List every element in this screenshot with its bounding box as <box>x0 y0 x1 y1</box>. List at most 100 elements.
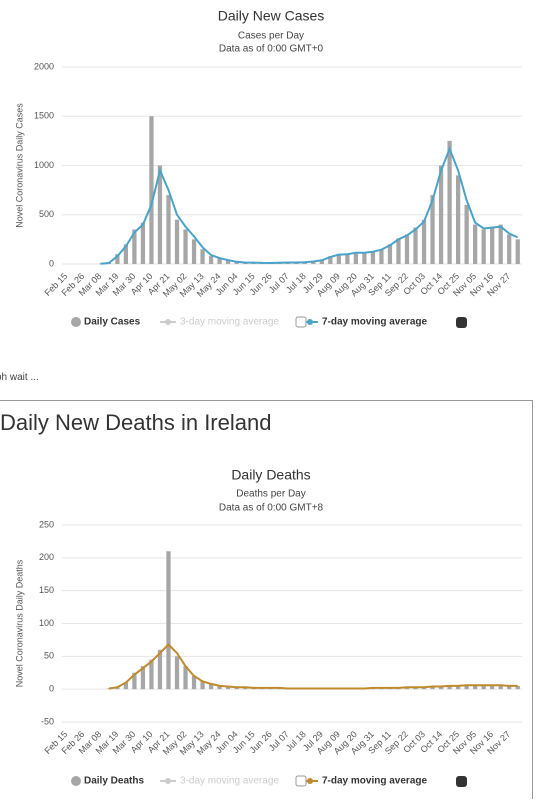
chart: Daily Deaths Deaths per Day Data as of 0:0… <box>14 467 522 787</box>
bar <box>455 175 461 264</box>
y-tick-label: 500 <box>39 209 54 219</box>
legend-label: 3-day moving average <box>180 317 279 328</box>
bar <box>455 685 461 690</box>
bar <box>132 672 137 690</box>
y-tick-label: 0 <box>49 684 54 694</box>
bar <box>166 551 171 690</box>
bar <box>149 116 154 264</box>
bar <box>379 249 384 264</box>
chart-title: Daily New Cases <box>218 8 325 24</box>
bar <box>507 685 512 690</box>
chart: Daily New Cases Cases per Day Data as of 0… <box>14 8 522 328</box>
y-tick-label: 200 <box>39 552 54 562</box>
bar <box>362 253 367 264</box>
legend-label: Daily Deaths <box>84 776 144 787</box>
bar <box>123 244 129 264</box>
checkbox <box>295 775 307 787</box>
bar <box>319 260 324 264</box>
legend-marker <box>307 319 313 325</box>
bar <box>200 681 205 690</box>
bar <box>225 260 231 264</box>
bar <box>430 686 435 690</box>
bar <box>166 195 171 264</box>
bar <box>490 226 495 264</box>
legend-marker <box>71 317 81 327</box>
bar <box>140 666 146 690</box>
legend-label: 7-day moving average <box>322 776 427 787</box>
bar <box>225 686 231 690</box>
bar <box>123 682 129 690</box>
bar <box>311 261 316 264</box>
bar <box>447 685 452 690</box>
chart-title: Daily Deaths <box>231 467 310 483</box>
bar <box>498 684 503 690</box>
bar <box>183 666 188 690</box>
y-tick-label: -50 <box>41 716 54 726</box>
legend-label: 7-day moving average <box>322 317 427 328</box>
moving-average-line <box>100 146 519 265</box>
y-tick-label: 1500 <box>34 111 54 121</box>
bar <box>191 676 197 690</box>
y-tick-label: 0 <box>49 258 54 268</box>
legend-marker <box>165 778 171 784</box>
bar <box>149 659 154 690</box>
bar <box>481 685 486 690</box>
bar <box>515 685 520 690</box>
bar <box>174 219 180 264</box>
bar <box>421 219 427 264</box>
bar <box>115 254 120 264</box>
bar <box>447 140 452 264</box>
y-axis-label: Novel Coronavirus Daily Deaths <box>14 559 24 687</box>
bar <box>217 685 222 690</box>
bar <box>464 685 469 690</box>
bar <box>157 649 163 690</box>
legend-marker <box>307 778 313 784</box>
legend-marker <box>165 319 171 325</box>
y-axis-label: Novel Coronavirus Daily Cases <box>14 103 24 228</box>
chart-subtitle: Data as of 0:00 GMT+0 <box>219 44 324 55</box>
bar <box>464 204 469 264</box>
moving-average-line <box>108 643 518 690</box>
bar <box>140 222 146 264</box>
y-tick-label: 1000 <box>34 160 54 170</box>
bar <box>328 256 333 264</box>
bar <box>106 688 111 690</box>
bar <box>438 686 444 690</box>
bar <box>396 238 401 264</box>
bar <box>217 258 222 264</box>
bar <box>515 239 520 264</box>
y-tick-label: 250 <box>39 519 54 529</box>
chart-subtitle: Cases per Day <box>238 31 304 42</box>
bar <box>183 229 188 264</box>
note: oh wait ... <box>0 372 39 383</box>
y-tick-label: 50 <box>44 651 54 661</box>
y-tick-label: 150 <box>39 585 54 595</box>
bar <box>404 234 410 264</box>
bar <box>157 165 163 264</box>
checkbox <box>295 316 307 328</box>
bar <box>208 256 214 264</box>
bar <box>132 229 137 264</box>
bar <box>490 685 495 690</box>
checkbox <box>456 776 467 787</box>
bar <box>208 683 214 690</box>
bar <box>387 244 393 264</box>
legend-marker <box>71 776 81 786</box>
chart-subtitle: Deaths per Day <box>236 489 305 500</box>
bar <box>481 229 486 264</box>
heading: Daily New Deaths in Ireland <box>0 410 272 435</box>
bar <box>336 254 341 264</box>
bar <box>174 656 180 690</box>
bar <box>430 195 435 264</box>
bar <box>413 227 418 264</box>
bar <box>473 224 478 264</box>
bar <box>191 239 197 264</box>
checkbox <box>456 317 467 328</box>
y-tick-label: 100 <box>39 618 54 628</box>
panel <box>0 400 533 799</box>
bar <box>345 254 350 264</box>
bar <box>498 224 503 264</box>
bar <box>353 252 359 264</box>
y-tick-label: 2000 <box>34 61 54 71</box>
